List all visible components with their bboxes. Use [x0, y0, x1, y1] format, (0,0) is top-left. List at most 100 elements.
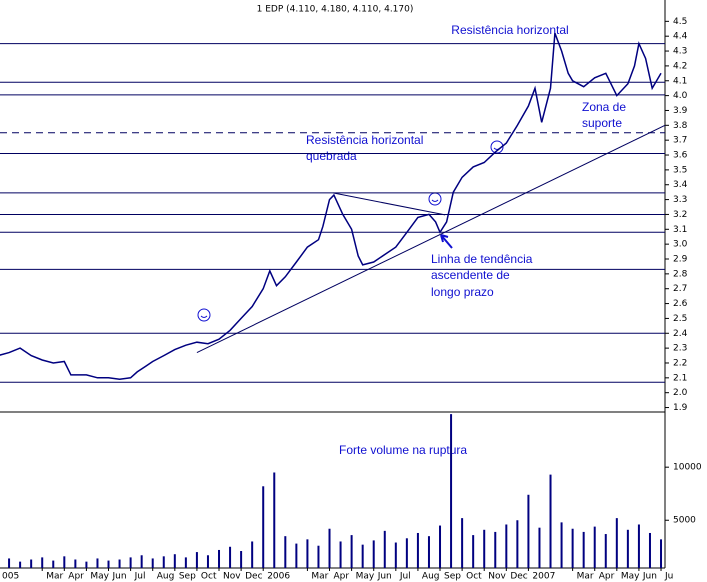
volume-bar	[262, 486, 265, 568]
x-tick-label: Ju	[664, 572, 673, 582]
volume-bar	[350, 535, 353, 568]
x-tick-label: Nov	[488, 572, 506, 582]
x-tick-label: May	[90, 572, 109, 582]
x-tick-label: May	[356, 572, 375, 582]
y-tick-label: 3.7	[673, 136, 687, 146]
volume-bar	[494, 531, 497, 568]
x-tick-label: Nov	[223, 572, 241, 582]
y-tick-label: 2.7	[673, 284, 687, 294]
x-tick-label: Mar	[577, 572, 594, 582]
annotation: quebrada	[306, 149, 357, 163]
y-tick-label: 3.3	[673, 195, 687, 205]
volume-bar	[604, 534, 607, 568]
y-tick-label: 2.4	[673, 329, 688, 339]
volume-bar	[251, 541, 254, 568]
volume-bar	[339, 541, 342, 568]
y-tick-label: 1.9	[673, 403, 688, 413]
annotation: longo prazo	[431, 285, 494, 299]
volume-bar	[637, 524, 640, 568]
volume-bar	[516, 520, 519, 568]
annotation: Forte volume na ruptura	[339, 443, 467, 457]
volume-bar	[295, 543, 298, 568]
annotation: Linha de tendência	[431, 252, 533, 266]
volume-bar	[439, 525, 442, 568]
arrow	[440, 234, 453, 249]
volume-bar	[527, 494, 530, 568]
volume-bar	[394, 542, 397, 568]
volume-bar	[8, 558, 11, 568]
y-tick-label: 2.9	[673, 255, 688, 265]
y-tick-label: 2.0	[673, 388, 688, 398]
volume-bar	[361, 544, 364, 568]
x-tick-label: May	[621, 572, 640, 582]
volume-bar	[41, 557, 44, 568]
volume-bar	[593, 526, 596, 568]
x-tick-label: Sep	[179, 572, 196, 582]
x-tick-label: 2006	[267, 572, 290, 582]
volume-bar	[118, 559, 121, 568]
annotation: Resistência horizontal	[306, 133, 423, 147]
y-tick-label: 4.2	[673, 61, 687, 71]
y-tick-label: 2.1	[673, 373, 687, 383]
x-tick-label: Mar	[46, 572, 63, 582]
volume-bar	[184, 557, 187, 568]
volume-bar	[505, 524, 508, 568]
y-tick-label: 10000	[673, 463, 702, 473]
x-tick-label: Sep	[444, 572, 461, 582]
y-tick-label: 2.5	[673, 314, 687, 324]
volume-bar	[229, 546, 232, 568]
volume-bar	[483, 529, 486, 568]
volume-bar	[240, 551, 243, 568]
y-tick-label: 4.1	[673, 76, 687, 86]
volume-bar	[96, 558, 99, 568]
volume-bar	[416, 532, 419, 568]
y-tick-label: 2.8	[673, 269, 688, 279]
volume-bar	[173, 554, 176, 568]
x-tick-label: Dec	[510, 572, 527, 582]
y-tick-label: 5000	[673, 516, 696, 526]
y-tick-label: 3.5	[673, 165, 687, 175]
annotation: Zona de	[582, 100, 626, 114]
volume-bar	[571, 528, 574, 568]
y-tick-label: 3.1	[673, 225, 687, 235]
x-tick-label: Oct	[466, 572, 482, 582]
y-tick-label: 3.2	[673, 210, 687, 220]
price-line	[0, 32, 662, 381]
volume-bar	[461, 518, 464, 568]
chart-title: 1 EDP (4.110, 4.180, 4.110, 4.170)	[257, 5, 414, 15]
volume-bar	[52, 560, 55, 568]
volume-bar	[19, 561, 22, 568]
volume-bar	[151, 558, 154, 568]
y-tick-label: 3.8	[673, 121, 688, 131]
y-tick-label: 3.6	[673, 151, 688, 161]
x-tick-label: Apr	[334, 572, 350, 582]
x-tick-label: Jul	[134, 572, 146, 582]
volume-bar	[328, 528, 331, 568]
volume-bar	[284, 536, 287, 568]
volume-bar	[273, 472, 276, 568]
x-tick-label: 005	[2, 572, 19, 582]
annotation: ascendente de	[431, 268, 510, 282]
annotation: suporte	[582, 116, 622, 130]
y-tick-label: 4.4	[673, 32, 688, 42]
y-tick-label: 3.4	[673, 180, 688, 190]
y-tick-label: 3.0	[673, 240, 688, 250]
volume-bar	[660, 539, 663, 568]
volume-bar	[63, 556, 66, 568]
volume-bar	[30, 559, 33, 568]
y-tick-label: 2.3	[673, 344, 687, 354]
volume-bar	[74, 559, 77, 568]
x-tick-label: Dec	[245, 572, 262, 582]
y-tick-label: 4.0	[673, 91, 688, 101]
x-tick-label: Jun	[112, 572, 127, 582]
y-tick-label: 3.9	[673, 106, 688, 116]
volume-bar	[162, 556, 165, 568]
x-tick-label: Jul	[399, 572, 411, 582]
x-tick-label: 2007	[532, 572, 555, 582]
y-tick-label: 2.2	[673, 358, 687, 368]
trend-line	[332, 192, 446, 216]
volume-bar	[560, 522, 563, 568]
volume-bar	[582, 531, 585, 568]
